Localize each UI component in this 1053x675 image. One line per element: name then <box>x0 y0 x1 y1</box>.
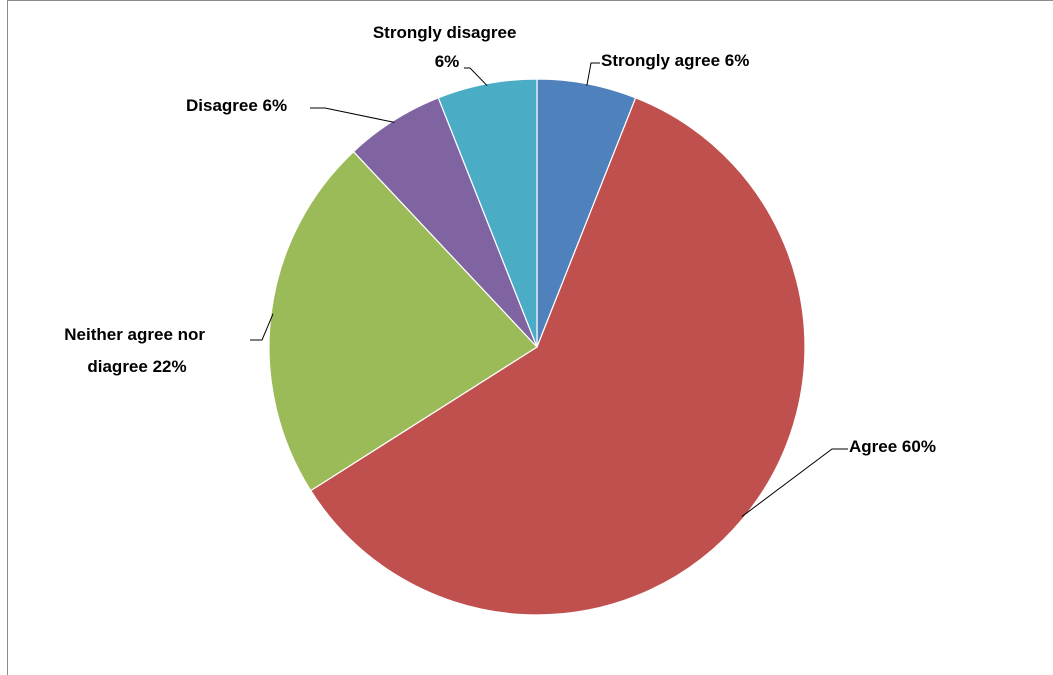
label-strongly-agree: Strongly agree 6% <box>601 51 749 70</box>
leader-line-agree <box>741 448 848 517</box>
label-neither-line-2: diagree 22% <box>87 357 186 376</box>
leader-lines <box>250 62 848 517</box>
leader-line-strongly-disagree <box>464 67 488 87</box>
label-strongly-disagree: Strongly disagree 6% <box>373 23 521 71</box>
pie-slice-strongly-disagree <box>437 78 538 348</box>
leader-line-neither <box>250 313 274 341</box>
leader-line-disagree <box>310 107 395 123</box>
pie-slice-agree <box>309 97 806 616</box>
label-neither: Neither agree nor diagree 22% <box>64 325 210 376</box>
label-neither-line-1: Neither agree nor <box>64 325 205 344</box>
label-agree: Agree 60% <box>849 437 936 456</box>
label-strongly-disagree-line-1: Strongly disagree <box>373 23 517 42</box>
label-disagree: Disagree 6% <box>186 96 287 115</box>
pie-slices <box>268 78 806 616</box>
leader-line-strongly-agree <box>586 62 600 86</box>
pie-slice-neither <box>268 150 538 492</box>
label-strongly-disagree-line-2: 6% <box>435 52 460 71</box>
